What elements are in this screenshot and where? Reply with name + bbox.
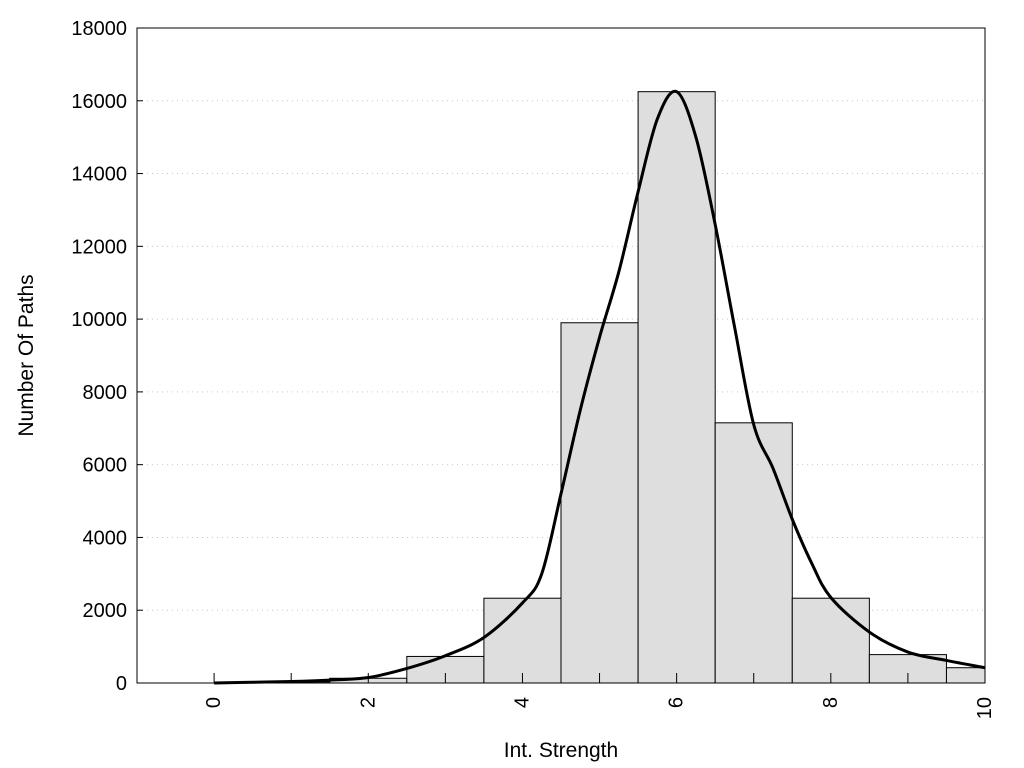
- y-tick-label: 4000: [83, 527, 128, 549]
- histogram-bar: [638, 92, 715, 683]
- bars: [253, 92, 985, 683]
- x-axis-title: Int. Strength: [504, 739, 618, 762]
- y-tick-label: 6000: [83, 455, 128, 477]
- y-tick-label: 18000: [71, 18, 127, 40]
- histogram-bar: [792, 598, 869, 683]
- y-tick-label: 8000: [83, 382, 128, 404]
- histogram-bar: [561, 323, 638, 683]
- histogram-bar: [715, 423, 792, 683]
- x-tick-label: 0: [203, 697, 225, 708]
- y-tick-label: 0: [116, 673, 127, 695]
- x-tick-label: 2: [357, 697, 379, 708]
- y-tick-label: 14000: [71, 164, 127, 186]
- histogram-bar: [484, 598, 561, 683]
- x-tick-label: 8: [820, 697, 842, 708]
- x-tick-label: 10: [974, 697, 996, 719]
- histogram-bar: [946, 668, 985, 683]
- x-tick-label: 6: [666, 697, 688, 708]
- y-tick-label: 2000: [83, 600, 128, 622]
- y-tick-label: 10000: [71, 309, 127, 331]
- x-tick-label: 4: [511, 697, 533, 708]
- y-axis-title: Number Of Paths: [15, 274, 38, 436]
- y-tick-label: 12000: [71, 236, 127, 258]
- y-tick-label: 16000: [71, 91, 127, 113]
